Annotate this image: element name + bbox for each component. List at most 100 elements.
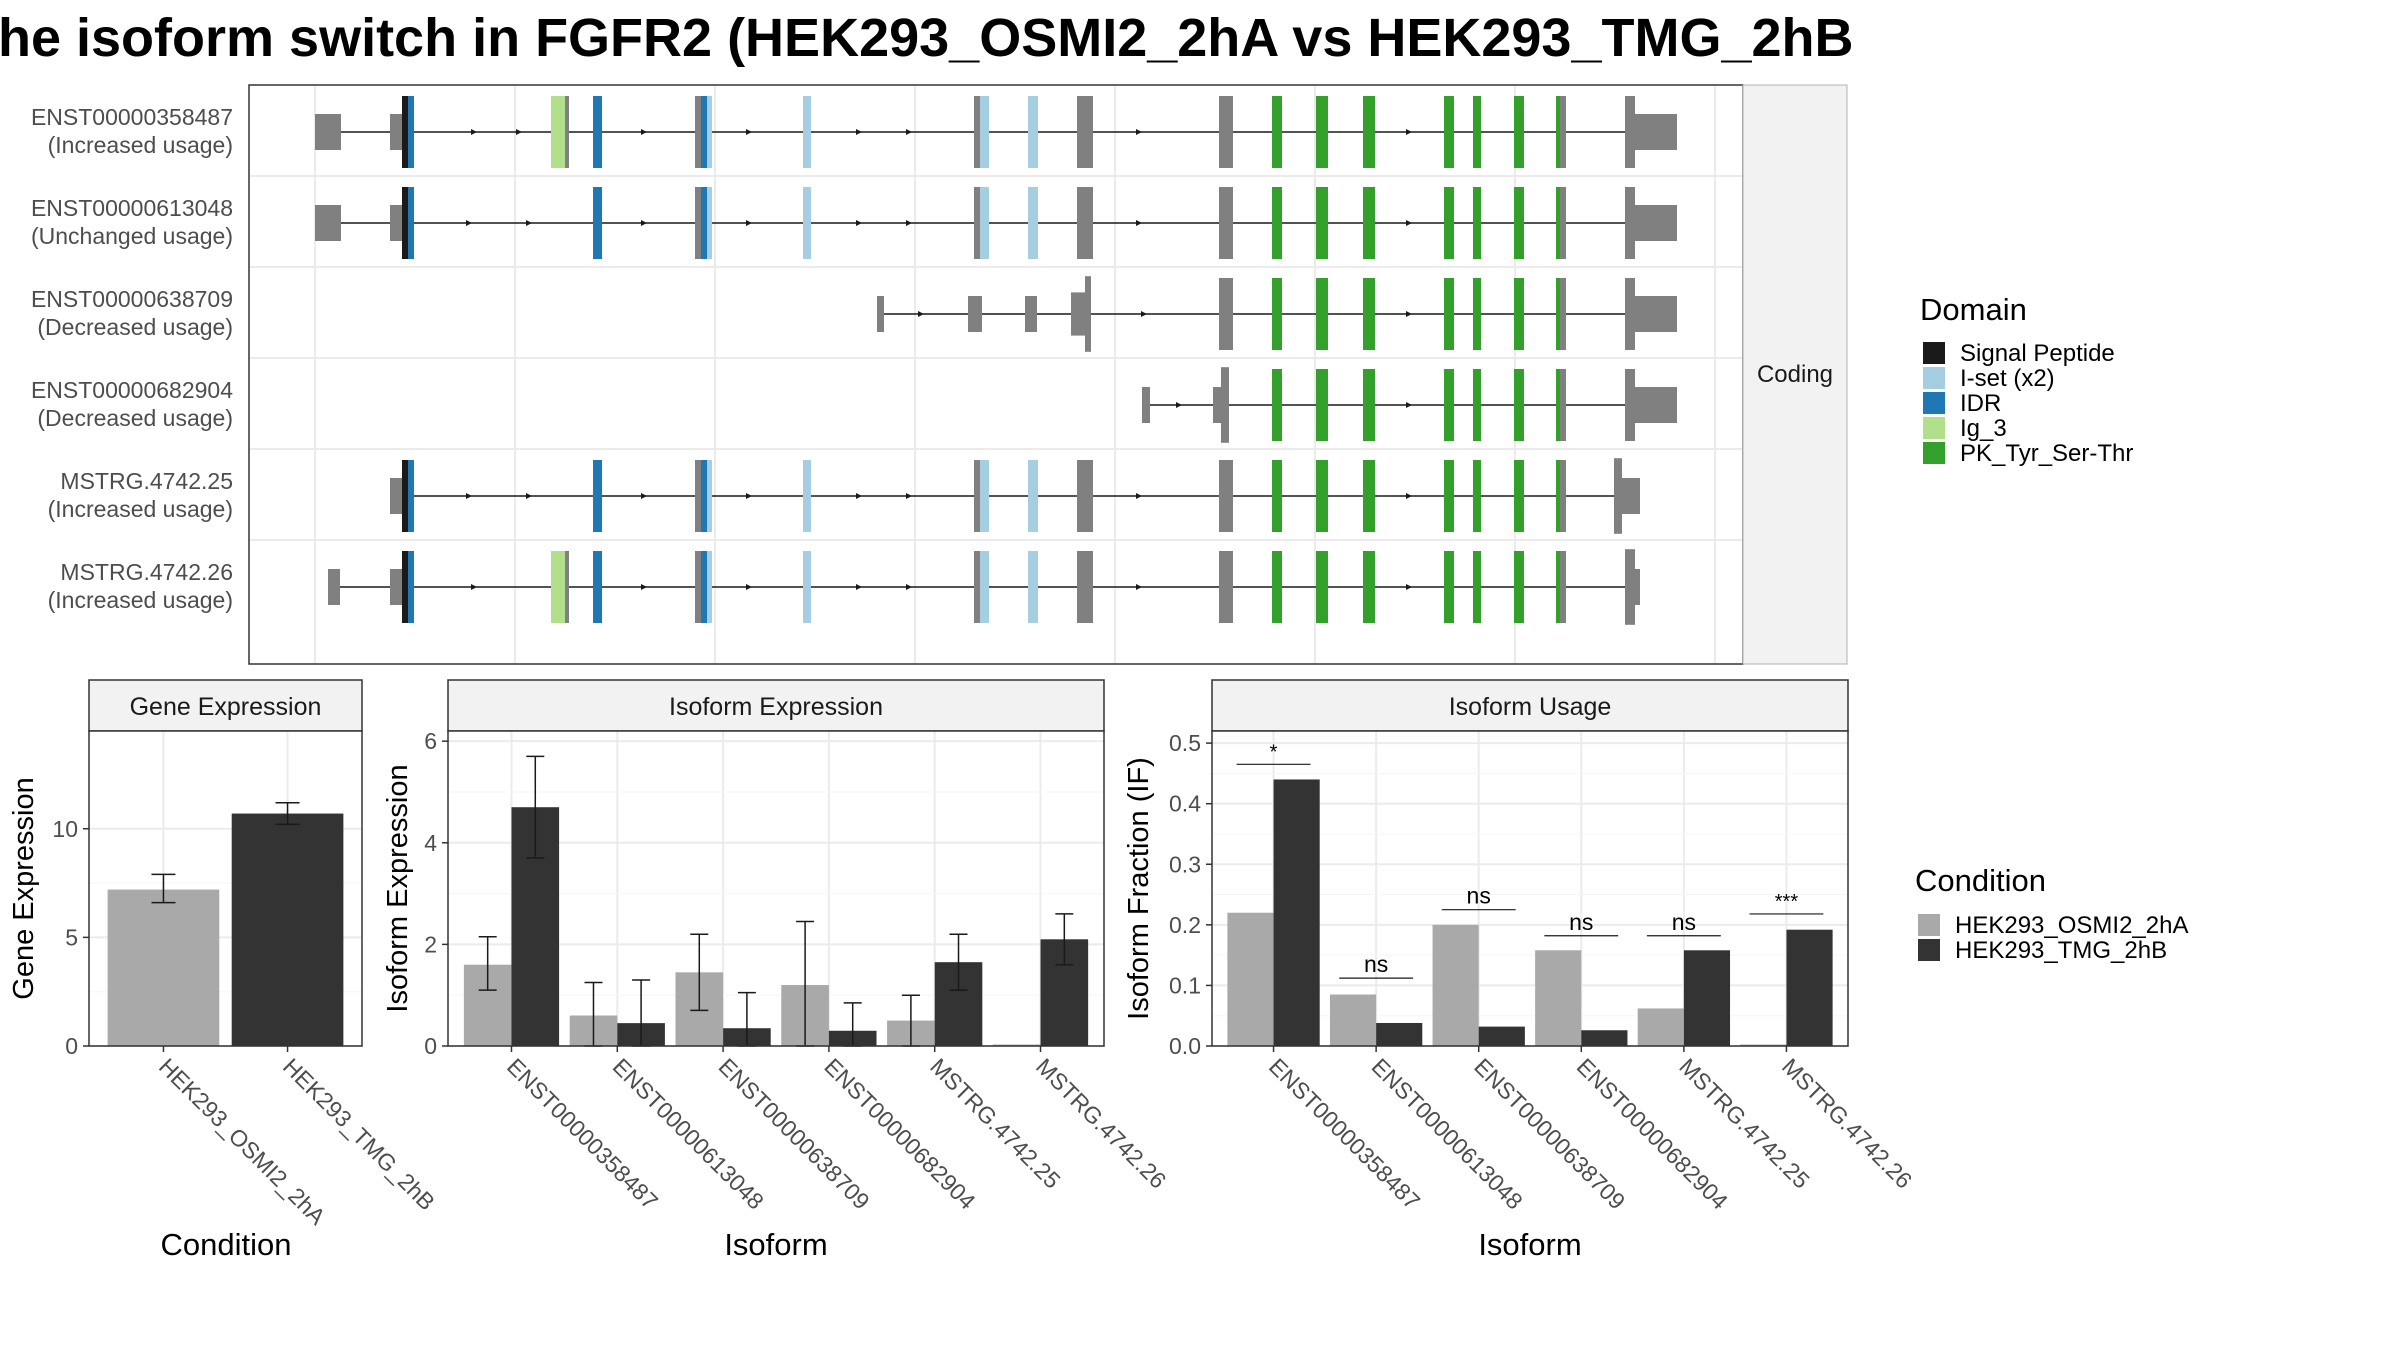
exon-block (1444, 278, 1454, 350)
isoform-id-label: MSTRG.4742.26 (60, 559, 233, 585)
bar (1376, 1022, 1423, 1046)
exon-block (1514, 551, 1524, 623)
isoform-structure-row (315, 96, 1677, 168)
exon-block (565, 96, 569, 168)
exon-block (1625, 187, 1635, 259)
isoform-usage-label: (Increased usage) (48, 496, 233, 522)
exon-block (1213, 387, 1221, 423)
exon-block (803, 460, 811, 532)
exon-block (1622, 478, 1640, 514)
strand-arrow (746, 584, 752, 590)
exon-block (1085, 276, 1091, 352)
panel-title: Isoform Expression (669, 693, 883, 721)
exon-block (1071, 292, 1085, 336)
strand-arrow (856, 129, 862, 135)
isoform-structure-row (877, 276, 1677, 352)
panel-title: Gene Expression (130, 693, 322, 721)
structure-panel-background (248, 84, 1744, 665)
strand-arrow (466, 493, 472, 499)
exon-block (1077, 187, 1093, 259)
strand-arrow (1406, 220, 1412, 226)
exon-block (1316, 551, 1328, 623)
exon-block (1272, 551, 1282, 623)
strand-arrow (1406, 402, 1412, 408)
condition-legend-label: HEK293_TMG_2hB (1955, 937, 2167, 964)
strand-arrow (856, 584, 862, 590)
exon-block (390, 569, 402, 605)
structure-panel: Coding ENST00000358487(Increased usage)E… (31, 84, 1848, 665)
exon-block (803, 96, 811, 168)
exon-block (1635, 114, 1677, 150)
strand-arrow (641, 220, 647, 226)
exon-block (1625, 369, 1635, 441)
panel-strip (1211, 679, 1849, 732)
exon-block (1473, 278, 1481, 350)
exon-block (408, 96, 414, 168)
exon-block (1473, 96, 1481, 168)
y-tick-label: 0.3 (1169, 851, 1201, 877)
exon-block (877, 296, 884, 332)
isoform-id-label: ENST00000358487 (31, 104, 233, 130)
exon-block (1560, 551, 1566, 623)
exon-block (701, 96, 707, 168)
exon-block (1514, 369, 1524, 441)
domain-legend-swatch (1923, 342, 1945, 364)
exon-block (1272, 369, 1282, 441)
strand-arrow (1141, 311, 1147, 317)
error-bar (526, 755, 545, 859)
y-axis-title: Isoform Fraction (IF) (1123, 757, 1155, 1020)
plot-border (88, 730, 363, 1047)
exon-block (390, 114, 402, 150)
bar (231, 813, 344, 1046)
bar (1432, 924, 1479, 1046)
domain-legend-label: I-set (x2) (1960, 365, 2055, 392)
exon-block (707, 551, 712, 623)
domain-legend-swatch (1923, 417, 1945, 439)
strand-arrow (641, 584, 647, 590)
exon-block (980, 551, 989, 623)
exon-block (1625, 278, 1635, 350)
exon-block (1221, 367, 1229, 443)
domain-legend-label: Signal Peptide (1960, 340, 2115, 367)
y-tick-label: 0.0 (1169, 1033, 1201, 1059)
condition-legend-label: HEK293_OSMI2_2hA (1955, 912, 2188, 939)
bar (1535, 950, 1582, 1046)
exon-block (1028, 187, 1038, 259)
exon-block (1560, 369, 1566, 441)
significance-label: ns (1467, 883, 1491, 909)
exon-block (1363, 96, 1375, 168)
y-tick-label: 0 (424, 1033, 437, 1059)
exon-block (1028, 460, 1038, 532)
exon-block (1556, 278, 1560, 350)
domain-legend-label: IDR (1960, 390, 2001, 417)
exon-block (980, 460, 989, 532)
plot-border (1211, 730, 1849, 1047)
strand-arrow (526, 493, 532, 499)
exon-block (390, 205, 402, 241)
exon-block (695, 551, 701, 623)
exon-block (974, 460, 980, 532)
exon-block (1142, 387, 1150, 423)
exon-block (1272, 460, 1282, 532)
isoform-id-label: ENST00000682904 (31, 377, 233, 403)
isoform-usage-label: (Unchanged usage) (31, 223, 233, 249)
exon-block (803, 187, 811, 259)
error-bar (478, 936, 497, 991)
exon-block (551, 551, 565, 623)
domain-legend-swatch (1923, 392, 1945, 414)
error-bar (690, 933, 709, 1012)
exon-block (1316, 460, 1328, 532)
bar (1227, 912, 1274, 1046)
x-axis-title: Isoform (724, 1227, 827, 1262)
bar (1637, 1008, 1684, 1046)
exon-block (1219, 551, 1233, 623)
exon-block (1444, 551, 1454, 623)
error-bar (275, 801, 300, 826)
strand-arrow (1136, 220, 1142, 226)
x-axis-title: Condition (161, 1227, 292, 1262)
exon-block (695, 460, 701, 532)
exon-block (1363, 278, 1375, 350)
exon-block (1219, 187, 1233, 259)
strand-arrow (906, 493, 912, 499)
